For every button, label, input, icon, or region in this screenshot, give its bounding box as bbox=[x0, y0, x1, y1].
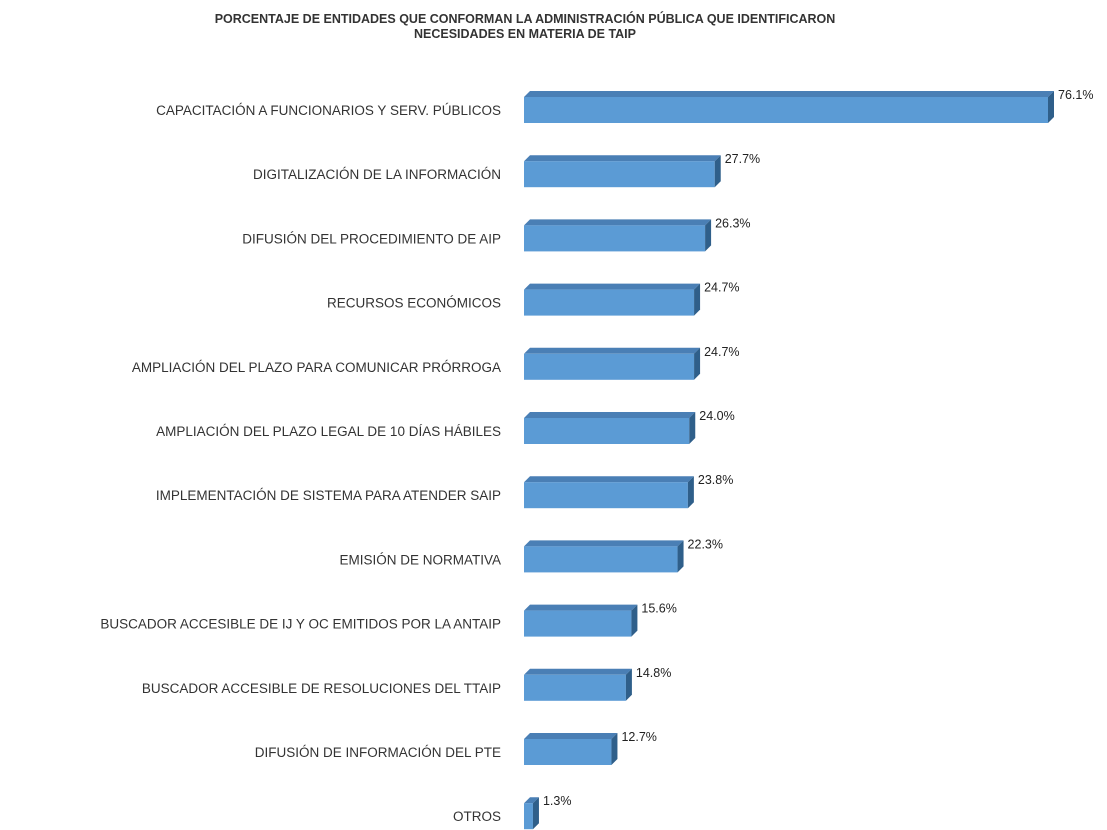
category-label: CAPACITACIÓN A FUNCIONARIOS Y SERV. PÚBL… bbox=[156, 103, 501, 118]
bar-front-face bbox=[524, 674, 626, 701]
bar bbox=[524, 668, 632, 701]
bar-front-face bbox=[524, 161, 715, 188]
value-label: 12.7% bbox=[621, 730, 656, 744]
category-label: BUSCADOR ACCESIBLE DE IJ Y OC EMITIDOS P… bbox=[100, 617, 501, 632]
bar-top-face bbox=[524, 91, 1054, 97]
value-label: 23.8% bbox=[698, 473, 733, 487]
value-label: 1.3% bbox=[543, 794, 572, 808]
bar-side-face bbox=[631, 604, 638, 637]
bar-front-face bbox=[524, 546, 678, 573]
bar bbox=[524, 540, 684, 573]
bar-side-face bbox=[705, 219, 712, 252]
bar-top-face bbox=[524, 412, 696, 418]
bar-side-face bbox=[1048, 91, 1054, 123]
bar-top-face bbox=[524, 604, 638, 611]
value-label: 22.3% bbox=[688, 537, 723, 551]
bar-side-face bbox=[694, 283, 701, 316]
category-label: DIFUSIÓN DE INFORMACIÓN DEL PTE bbox=[255, 745, 501, 760]
bar-side-face bbox=[677, 540, 684, 573]
bar bbox=[524, 219, 712, 252]
value-label: 26.3% bbox=[715, 216, 750, 230]
category-label: AMPLIACIÓN DEL PLAZO PARA COMUNICAR PRÓR… bbox=[132, 360, 501, 375]
bar-front-face bbox=[524, 482, 688, 509]
bar-front-face bbox=[524, 418, 690, 444]
category-label: EMISIÓN DE NORMATIVA bbox=[339, 552, 501, 567]
bar-front-face bbox=[524, 289, 695, 316]
bar-top-face bbox=[524, 476, 694, 483]
category-label: IMPLEMENTACIÓN DE SISTEMA PARA ATENDER S… bbox=[156, 488, 501, 503]
chart-title-line-2: NECESIDADES EN MATERIA DE TAIP bbox=[413, 27, 636, 41]
bar bbox=[524, 347, 701, 380]
category-label: AMPLIACIÓN DEL PLAZO LEGAL DE 10 DÍAS HÁ… bbox=[156, 424, 501, 439]
bar bbox=[524, 155, 721, 188]
category-label: BUSCADOR ACCESIBLE DE RESOLUCIONES DEL T… bbox=[142, 681, 501, 696]
value-label: 15.6% bbox=[641, 602, 676, 616]
bar-side-face bbox=[689, 412, 696, 444]
bar-top-face bbox=[524, 733, 618, 739]
bar-top-face bbox=[524, 668, 632, 675]
category-label: DIGITALIZACIÓN DE LA INFORMACIÓN bbox=[253, 167, 501, 182]
bar-side-face bbox=[694, 347, 701, 380]
value-label: 24.0% bbox=[699, 409, 734, 423]
value-label: 76.1% bbox=[1058, 88, 1093, 102]
chart-title: PORCENTAJE DE ENTIDADES QUE CONFORMAN LA… bbox=[0, 12, 1050, 42]
bar-side-face bbox=[714, 155, 721, 188]
bar-front-face bbox=[524, 225, 706, 252]
bar bbox=[524, 733, 618, 765]
category-label: RECURSOS ECONÓMICOS bbox=[327, 296, 501, 311]
bar-front-face bbox=[524, 353, 695, 380]
bar bbox=[524, 412, 696, 444]
bar bbox=[524, 476, 694, 509]
value-label: 14.8% bbox=[636, 666, 671, 680]
bar-front-face bbox=[524, 803, 533, 830]
bar-top-face bbox=[524, 219, 712, 226]
bar bbox=[524, 91, 1054, 123]
bar-top-face bbox=[524, 283, 701, 290]
bar-side-face bbox=[532, 797, 539, 830]
bar-side-face bbox=[611, 733, 618, 765]
category-label: OTROS bbox=[453, 809, 501, 824]
bar-top-face bbox=[524, 155, 721, 162]
chart-title-line-1: PORCENTAJE DE ENTIDADES QUE CONFORMAN LA… bbox=[214, 12, 836, 26]
bar-side-face bbox=[687, 476, 694, 509]
bar-top-face bbox=[524, 347, 701, 354]
bar-front-face bbox=[524, 97, 1048, 123]
bar-front-face bbox=[524, 739, 612, 765]
value-label: 24.7% bbox=[704, 281, 739, 295]
value-label: 24.7% bbox=[704, 345, 739, 359]
value-label: 27.7% bbox=[725, 152, 760, 166]
bar bbox=[524, 797, 539, 830]
bar-front-face bbox=[524, 610, 632, 637]
bar-top-face bbox=[524, 540, 684, 547]
bar-top-face bbox=[524, 797, 539, 804]
bar bbox=[524, 283, 701, 316]
category-label: DIFUSIÓN DEL PROCEDIMIENTO DE AIP bbox=[242, 231, 501, 246]
bar bbox=[524, 604, 638, 637]
bar-side-face bbox=[625, 668, 632, 701]
